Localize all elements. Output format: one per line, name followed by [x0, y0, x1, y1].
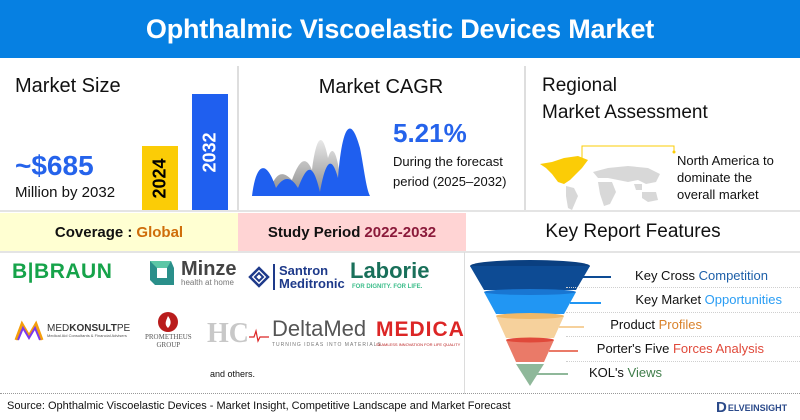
market-size-title: Market Size	[15, 75, 121, 97]
brand-name: ELVEINSIGHT	[727, 402, 788, 413]
coverage-value: Global	[136, 223, 184, 241]
runner-icon	[249, 328, 269, 343]
source-text: Source: Ophthalmic Viscoelastic Devices …	[7, 400, 511, 412]
regional-text: North America to dominate the overall ma…	[677, 152, 774, 203]
study-period-label: Study Period	[267, 223, 361, 241]
wave-chart-icon	[252, 128, 370, 196]
logo-laborie: Laborie FOR DIGNITY. FOR LIFE.	[350, 258, 429, 290]
regional-panel: Regional Market Assessment North America…	[524, 60, 800, 210]
logo-deltamed: DeltaMed TURNING IDEAS INTO MATERIALS	[272, 316, 382, 348]
cagr-subtitle-line2: period (2025–2032)	[393, 174, 507, 189]
market-cagr-value: 5.21%	[393, 118, 467, 148]
world-map-icon	[540, 145, 676, 210]
hc-name: HC	[207, 318, 249, 349]
key-report-features-title: Key Report Features	[466, 213, 800, 251]
divider	[464, 252, 465, 394]
market-size-value: ~$685	[15, 150, 94, 181]
deltamed-name: DeltaMed	[272, 316, 367, 341]
laborie-name: Laborie	[350, 258, 430, 283]
logo-bbraun: B|BRAUN	[12, 260, 113, 283]
regional-text-line1: North America to	[677, 153, 774, 168]
market-size-panel: Market Size ~$685 Million by 2032 2024 2…	[0, 60, 238, 210]
deltamed-tagline: TURNING IDEAS INTO MATERIALS	[272, 342, 382, 348]
prometheus-flame-icon	[158, 312, 179, 332]
divider	[566, 312, 800, 313]
regional-title-line2: Market Assessment	[542, 102, 708, 123]
funnel-icon	[470, 260, 611, 386]
coverage-bar: Coverage : Global	[0, 213, 238, 251]
header-banner: Ophthalmic Viscoelastic Devices Market	[0, 0, 800, 58]
coverage-label: Coverage :	[54, 223, 133, 241]
logo-medkonsult: MEDKONSULTPE Medical Aid Consultants & F…	[14, 320, 130, 342]
bar-2032: 2032	[192, 94, 228, 210]
divider	[0, 210, 800, 212]
santron-logo-icon	[248, 266, 270, 288]
company-logos: B|BRAUN Minze health at home Santron Med…	[0, 252, 464, 392]
regional-title-line1: Regional	[542, 75, 617, 96]
medkonsult-tagline: Medical Aid Consultants & Financial Advi…	[47, 333, 127, 339]
feature-porters-five-forces: Porter's Five Forces Analysis	[596, 341, 764, 356]
feature-key-market-opportunities: Key Market Opportunities	[635, 292, 782, 307]
regional-text-line3: overall market	[677, 187, 759, 202]
medica-tagline: SEAMLESS INNOVATION FOR LIFE QUALITY	[376, 342, 461, 347]
minze-name: Minze	[181, 258, 237, 280]
divider	[237, 66, 239, 210]
minze-logo-icon	[150, 261, 174, 285]
logo-hc-italia: HC	[207, 318, 269, 350]
medkonsult-logo-icon	[14, 320, 44, 341]
divider	[566, 361, 800, 362]
divider	[566, 336, 800, 337]
study-period-value: 2022-2032	[364, 223, 437, 241]
market-cagr-subtitle: During the forecast period (2025–2032)	[393, 152, 506, 192]
cagr-subtitle-line1: During the forecast	[393, 154, 503, 169]
bar-2032-label: 2032	[199, 131, 220, 173]
key-features-funnel: Key Cross Competition Key Market Opportu…	[466, 252, 800, 392]
laborie-tagline: FOR DIGNITY. FOR LIFE.	[352, 284, 423, 290]
minze-tagline: health at home	[181, 278, 234, 287]
medica-name: MEDICA	[376, 318, 465, 341]
santron-name-1: Santron	[279, 263, 329, 278]
feature-product-profiles: Product Profiles	[610, 317, 702, 332]
study-period-bar: Study Period 2022-2032	[238, 213, 466, 251]
regional-title: Regional Market Assessment	[542, 72, 708, 126]
market-cagr-panel: Market CAGR 5.21% During the forecast pe…	[238, 60, 524, 210]
logo-medica: MEDICA SEAMLESS INNOVATION FOR LIFE QUAL…	[376, 318, 465, 347]
market-cagr-title: Market CAGR	[318, 76, 444, 98]
bar-2024: 2024	[142, 146, 178, 210]
prometheus-name-1: PROMETHEUS	[145, 333, 192, 341]
divider	[566, 287, 800, 288]
regional-text-line2: dominate the	[677, 170, 753, 185]
logo-prometheus-group: PROMETHEUS GROUP	[145, 312, 192, 349]
delveinsight-logo: D ELVEINSIGHT	[716, 399, 787, 416]
bar-2024-label: 2024	[149, 157, 170, 199]
divider	[0, 251, 800, 253]
santron-name-2: Meditronic	[279, 276, 345, 291]
prometheus-name-2: GROUP	[156, 340, 181, 349]
page-title: Ophthalmic Viscoelastic Devices Market	[145, 13, 655, 44]
brand-initial: D	[716, 399, 727, 416]
medkonsult-name: MEDKONSULTPE	[47, 323, 131, 335]
footer-divider	[0, 393, 800, 394]
feature-key-cross-competition: Key Cross Competition	[635, 268, 768, 283]
logo-santron-meditronic: Santron Meditronic	[248, 264, 345, 290]
divider	[524, 66, 526, 210]
feature-kols-views: KOL's Views	[588, 365, 662, 380]
market-size-subtitle: Million by 2032	[15, 184, 116, 201]
and-others-text: and others.	[210, 369, 256, 379]
logo-minze: Minze health at home	[147, 258, 237, 288]
